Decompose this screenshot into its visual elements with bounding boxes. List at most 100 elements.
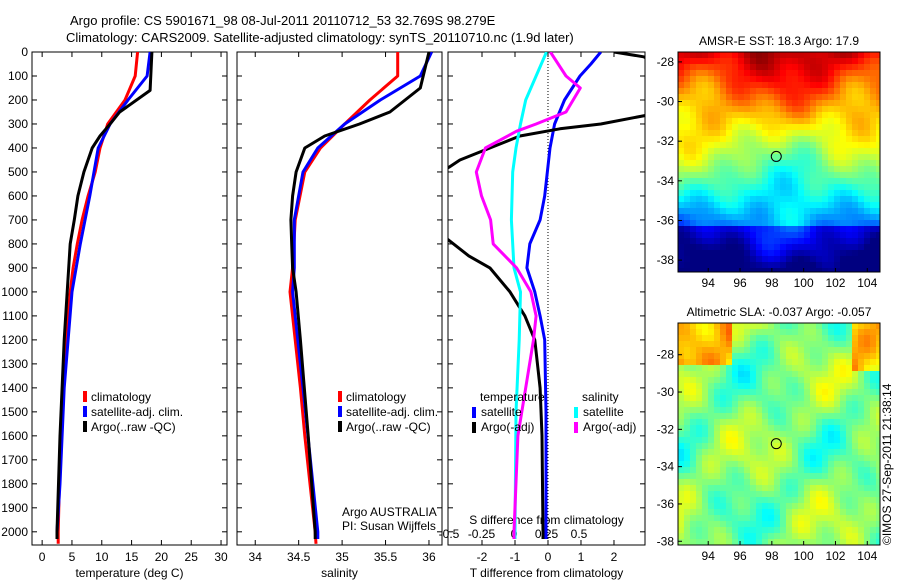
y-tick-label: 1900 xyxy=(1,501,28,515)
x-tick-label: 25 xyxy=(185,550,199,564)
x-axis-label: temperature (deg C) xyxy=(75,566,183,580)
s-tick-label: -0.5 xyxy=(439,527,460,541)
map-title: Altimetric SLA: -0.037 Argo: -0.057 xyxy=(687,305,872,319)
lon-tick-label: 104 xyxy=(857,549,877,563)
lon-tick-label: 98 xyxy=(765,276,779,290)
lat-tick-label: -30 xyxy=(657,95,675,109)
map-field xyxy=(678,323,880,545)
x-tick-label: 0 xyxy=(545,550,552,564)
argo-location-marker xyxy=(770,150,782,162)
s-tick-label: -0.25 xyxy=(468,527,496,541)
panel-difference: -2 -1 0 1 2 T difference from climatology -0.5… xyxy=(439,51,646,580)
lon-tick-label: 96 xyxy=(733,549,747,563)
x-tick-label: 2 xyxy=(611,550,618,564)
legend-entry: climatology xyxy=(346,390,406,404)
y-tick-label: 1500 xyxy=(1,405,28,419)
x-tick-label: 30 xyxy=(214,550,228,564)
y-tick-label: 800 xyxy=(8,237,28,251)
y-tick-label: 1600 xyxy=(1,429,28,443)
x-tick-label: -1 xyxy=(510,550,521,564)
series-line-salinity-satellite xyxy=(509,52,548,539)
y-tick-label: 100 xyxy=(8,69,28,83)
lat-tick-label: -36 xyxy=(657,497,675,511)
lon-tick-label: 102 xyxy=(825,276,845,290)
x-tick-label: 10 xyxy=(95,550,109,564)
x-tick-label: 5 xyxy=(69,550,76,564)
map-title: AMSR-E SST: 18.3 Argo: 17.9 xyxy=(699,34,859,48)
series-line-temperature-argo-adj- xyxy=(448,52,645,539)
legend-swatch xyxy=(338,406,342,417)
legend-entry: satellite-adj. clim. xyxy=(91,405,183,419)
legend-swatch xyxy=(472,422,476,433)
sla-map: Altimetric SLA: -0.037 Argo: -0.057 94 96 9… xyxy=(657,305,881,563)
lon-tick-label: 96 xyxy=(733,276,747,290)
y-tick-label: 1000 xyxy=(1,285,28,299)
plot-frame xyxy=(31,51,228,546)
legend-entry: satellite-adj. clim. xyxy=(346,405,438,419)
series-line-argo-raw-qc- xyxy=(289,52,431,539)
legend-swatch xyxy=(574,422,578,433)
s-tick-label: 0.5 xyxy=(571,527,588,541)
x-tick-label: 35 xyxy=(335,550,349,564)
x-tick-label: 35.5 xyxy=(374,550,398,564)
lon-tick-label: 94 xyxy=(702,276,716,290)
x-tick-label: 36 xyxy=(422,550,436,564)
lat-tick-label: -38 xyxy=(657,534,675,548)
x-tick-label: 1 xyxy=(578,550,585,564)
legend-swatch xyxy=(472,407,476,418)
legend-entry: climatology xyxy=(91,390,151,404)
y-tick-label: 500 xyxy=(8,165,28,179)
lat-tick-label: -32 xyxy=(657,134,675,148)
argo-location-marker xyxy=(770,438,782,450)
legend-entry: satellite xyxy=(583,405,624,419)
y-tick-label: 900 xyxy=(8,261,28,275)
legend-swatch xyxy=(83,421,87,432)
lon-tick-label: 104 xyxy=(857,276,877,290)
imos-credit: ©IMOS 27-Sep-2011 21:38:14 xyxy=(880,383,894,545)
y-tick-label: 400 xyxy=(8,141,28,155)
panel-temperature: 0100200300400500600700800900100011001200… xyxy=(1,45,228,580)
lat-tick-label: -28 xyxy=(657,55,675,69)
x-tick-label: 15 xyxy=(125,550,139,564)
legend-swatch xyxy=(338,391,342,402)
legend-entry: satellite xyxy=(481,405,522,419)
y-tick-label: 1700 xyxy=(1,453,28,467)
lat-tick-label: -34 xyxy=(657,460,675,474)
map-frame xyxy=(677,322,881,546)
x-tick-label: 0 xyxy=(39,550,46,564)
y-tick-label: 1800 xyxy=(1,477,28,491)
plot-frame xyxy=(236,51,443,546)
lat-tick-label: -28 xyxy=(657,348,675,362)
argo-annotation: Argo AUSTRALIA xyxy=(342,505,437,519)
map-field xyxy=(678,52,880,272)
y-tick-label: 2000 xyxy=(1,525,28,539)
lat-tick-label: -30 xyxy=(657,385,675,399)
x-axis-label: salinity xyxy=(321,566,358,580)
lat-tick-label: -38 xyxy=(657,253,675,267)
legend-swatch xyxy=(83,406,87,417)
sst-map: AMSR-E SST: 18.3 Argo: 17.9 94 96 98 100 102 1… xyxy=(657,34,881,290)
lat-tick-label: -34 xyxy=(657,174,675,188)
legend-entry: Argo(..raw -QC) xyxy=(346,420,431,434)
y-tick-label: 1300 xyxy=(1,357,28,371)
legend-swatch xyxy=(338,421,342,432)
lon-tick-label: 100 xyxy=(794,549,814,563)
y-tick-label: 200 xyxy=(8,93,28,107)
lon-tick-label: 94 xyxy=(702,549,716,563)
legend-swatch xyxy=(83,391,87,402)
argo-annotation: PI: Susan Wijffels xyxy=(342,519,436,533)
lat-tick-label: -36 xyxy=(657,213,675,227)
y-tick-label: 600 xyxy=(8,189,28,203)
series-line-argo-raw-qc- xyxy=(55,52,154,539)
lon-tick-label: 102 xyxy=(825,549,845,563)
legend-entry: Argo(..raw -QC) xyxy=(91,420,176,434)
y-tick-label: 1200 xyxy=(1,333,28,347)
series-line-temperature-satellite xyxy=(525,52,602,539)
lat-tick-label: -32 xyxy=(657,422,675,436)
y-tick-label: 1400 xyxy=(1,381,28,395)
map-frame xyxy=(677,51,881,273)
lon-tick-label: 100 xyxy=(794,276,814,290)
x-tick-label: 34 xyxy=(249,550,263,564)
lon-tick-label: 98 xyxy=(765,549,779,563)
